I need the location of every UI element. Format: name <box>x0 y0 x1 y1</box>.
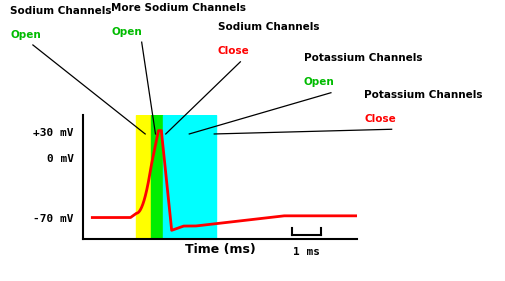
Bar <box>163 115 215 239</box>
Text: 1 ms: 1 ms <box>293 247 320 257</box>
Text: Close: Close <box>364 114 395 124</box>
Text: Open: Open <box>111 27 142 37</box>
Bar <box>136 115 154 239</box>
Bar <box>151 115 166 239</box>
Text: Potassium Channels: Potassium Channels <box>364 90 482 100</box>
Text: More Sodium Channels: More Sodium Channels <box>111 3 246 13</box>
Text: Potassium Channels: Potassium Channels <box>303 53 421 64</box>
X-axis label: Time (ms): Time (ms) <box>184 243 255 256</box>
Text: Sodium Channels: Sodium Channels <box>217 22 319 33</box>
Text: Open: Open <box>10 30 41 40</box>
Text: Open: Open <box>303 77 334 87</box>
Text: Close: Close <box>217 46 249 56</box>
Text: Sodium Channels: Sodium Channels <box>10 6 112 16</box>
